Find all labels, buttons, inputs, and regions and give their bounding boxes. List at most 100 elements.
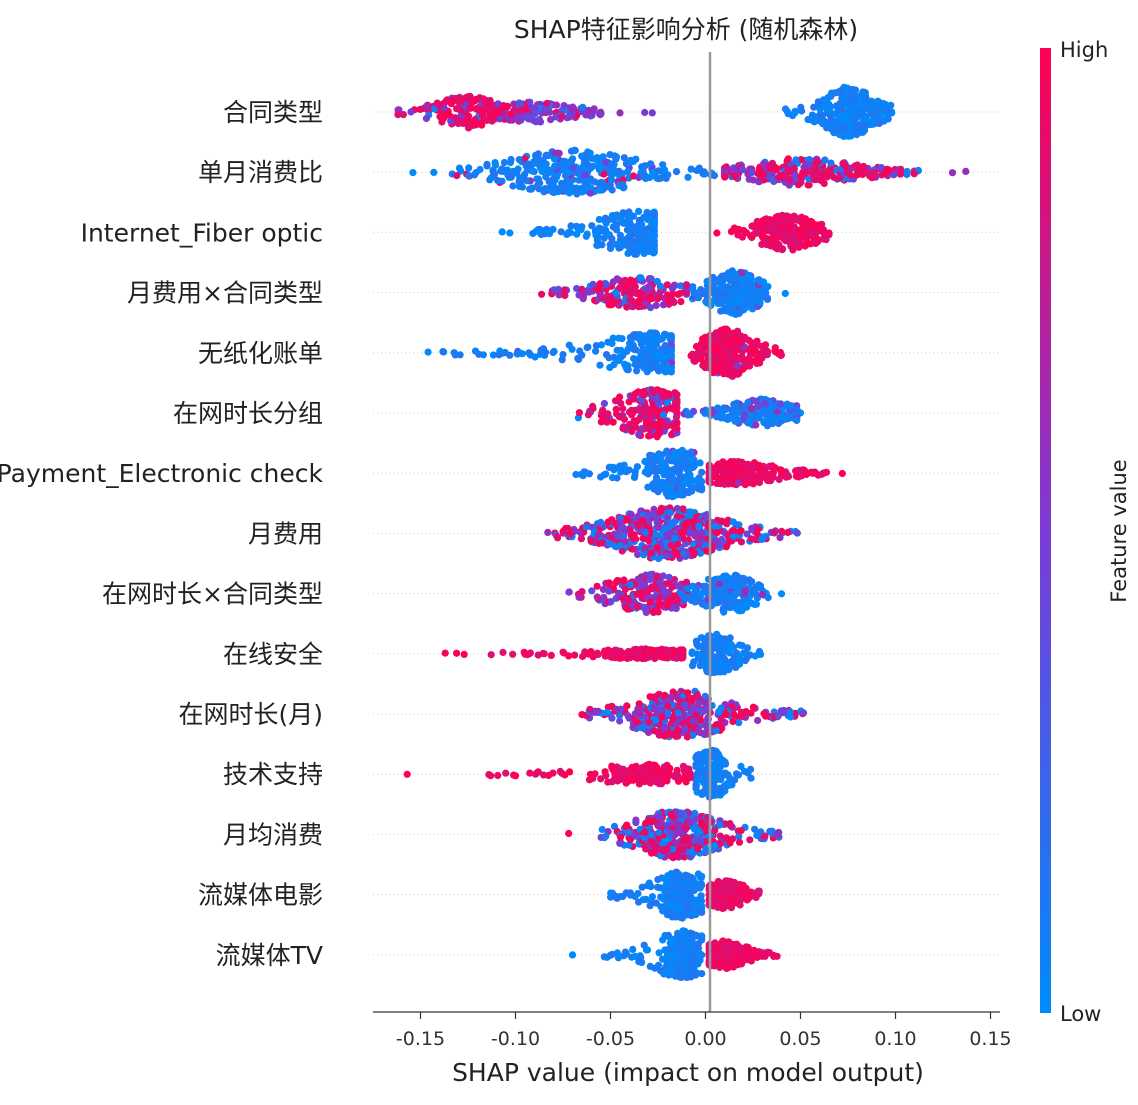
data-point (542, 186, 549, 193)
data-point (759, 233, 766, 240)
data-point (651, 608, 658, 615)
data-point (492, 159, 499, 166)
data-point (841, 98, 848, 105)
data-point (550, 349, 557, 356)
data-point (764, 422, 771, 429)
data-point (756, 299, 763, 306)
data-point (791, 109, 798, 116)
data-point (828, 114, 835, 121)
data-point (597, 280, 604, 287)
data-point (911, 170, 918, 177)
data-point (753, 601, 760, 608)
data-point (574, 355, 581, 362)
data-point (609, 474, 616, 481)
data-point (639, 589, 646, 596)
data-point (720, 370, 727, 377)
data-point (465, 172, 472, 179)
data-point (711, 586, 718, 593)
data-point (738, 527, 745, 534)
data-point (642, 469, 649, 476)
data-point (753, 398, 760, 405)
data-point (615, 533, 622, 540)
data-point (635, 576, 642, 583)
data-point (596, 166, 603, 173)
data-point (531, 110, 538, 117)
data-point (689, 351, 696, 358)
data-point (620, 576, 627, 583)
data-point (759, 591, 766, 598)
data-point (583, 523, 590, 530)
data-point (645, 432, 652, 439)
data-point (631, 417, 638, 424)
data-point (792, 156, 799, 163)
data-point (640, 389, 647, 396)
data-point (773, 214, 780, 221)
data-point (563, 231, 570, 238)
data-point (722, 572, 729, 579)
data-point (844, 168, 851, 175)
data-point (630, 535, 637, 542)
data-point (783, 472, 790, 479)
data-point (476, 166, 483, 173)
data-point (752, 421, 759, 428)
data-point (683, 282, 690, 289)
data-point (791, 165, 798, 172)
data-point (594, 242, 601, 249)
data-point (890, 171, 897, 178)
data-point (436, 102, 443, 109)
data-point (712, 358, 719, 365)
data-point (568, 148, 575, 155)
data-point (647, 407, 654, 414)
data-point (695, 294, 702, 301)
data-point (636, 221, 643, 228)
data-point (535, 150, 542, 157)
feature-points-4 (425, 326, 786, 381)
data-point (615, 354, 622, 361)
data-point (673, 391, 680, 398)
data-point (746, 472, 753, 479)
data-point (495, 351, 502, 358)
data-point (734, 579, 741, 586)
data-point (649, 109, 656, 116)
data-point (777, 466, 784, 473)
feature-points-9 (442, 631, 765, 677)
data-point (615, 590, 622, 597)
data-point (423, 103, 430, 110)
data-point (448, 98, 455, 105)
data-point (623, 304, 630, 311)
data-point (514, 350, 521, 357)
data-point (616, 519, 623, 526)
data-point (634, 603, 641, 610)
data-point (657, 283, 664, 290)
data-point (782, 290, 789, 297)
data-point (734, 231, 741, 238)
data-point (642, 544, 649, 551)
data-point (642, 529, 649, 536)
data-point (582, 164, 589, 171)
data-point (649, 386, 656, 393)
data-point (407, 108, 414, 115)
data-point (695, 522, 702, 529)
data-point (608, 340, 615, 347)
data-point (657, 175, 664, 182)
data-point (610, 419, 617, 426)
data-point (642, 162, 649, 169)
data-point (729, 644, 736, 651)
data-point (540, 157, 547, 164)
data-point (546, 230, 553, 237)
data-point (538, 291, 545, 298)
data-point (545, 169, 552, 176)
data-point (521, 106, 528, 113)
data-point (479, 112, 486, 119)
data-point (616, 109, 623, 116)
data-point (647, 598, 654, 605)
data-point (547, 116, 554, 123)
data-point (677, 482, 684, 489)
data-point (722, 406, 729, 413)
data-point (670, 299, 677, 306)
data-point (442, 650, 449, 657)
data-point (744, 644, 751, 651)
data-point (619, 181, 626, 188)
data-point (596, 362, 603, 369)
data-point (570, 105, 577, 112)
